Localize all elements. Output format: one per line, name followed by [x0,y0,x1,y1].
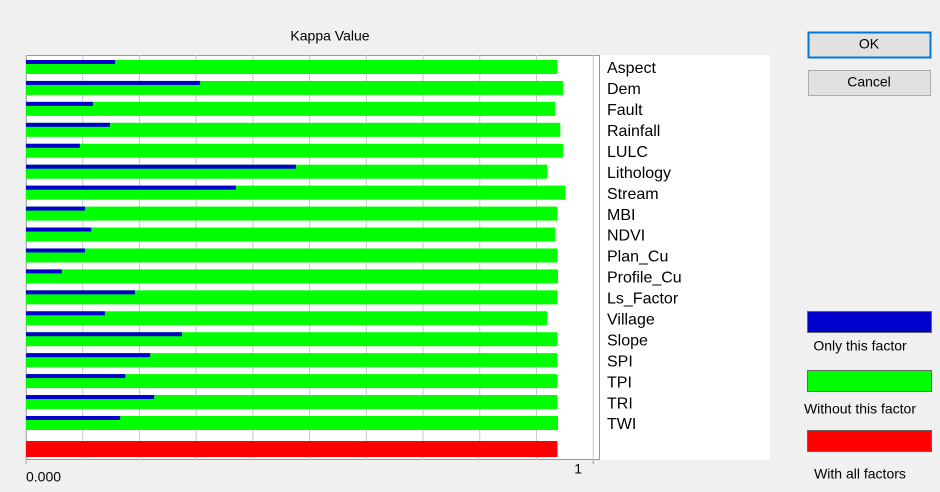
bar-only-factor [26,311,105,316]
category-label: MBI [607,207,635,224]
bar-without-factor [26,311,548,326]
legend-swatch [807,370,932,392]
category-label: Aspect [607,60,656,77]
category-label: Ls_Factor [607,291,679,308]
category-label: LULC [607,144,648,161]
category-label: Stream [607,186,659,203]
bar-only-factor [26,290,135,295]
bar-only-factor [26,269,62,274]
bar-only-factor [26,80,201,85]
bar-without-factor [26,290,558,305]
category-label: Plan_Cu [607,249,668,266]
cancel-label: Cancel [847,74,891,90]
category-label: Profile_Cu [607,270,682,287]
bar-only-factor [26,60,116,64]
bar-only-factor [26,353,151,358]
category-label: Lithology [607,165,671,182]
bar-only-factor [26,374,126,379]
bar-only-factor [26,332,182,337]
bar-without-factor [26,353,558,368]
bar-only-factor [26,185,236,190]
bar-without-factor [26,374,558,389]
legend-swatch [807,311,932,333]
bar-only-factor [26,122,110,127]
x-tick-label: 0.000 [26,469,61,485]
category-label: Village [607,311,655,328]
bar-without-factor [26,143,564,158]
bar-without-factor [26,248,558,263]
bar-without-factor [26,395,558,410]
bar-only-factor [26,395,155,400]
bar-without-factor [26,269,559,284]
category-label: Rainfall [607,123,660,140]
category-label: TWI [607,416,636,433]
bar-only-factor [26,248,85,253]
bar-only-factor [26,164,296,169]
bar-only-factor [26,415,121,420]
bar-all-factors [26,441,558,457]
legend-label: Without this factor [804,401,916,417]
x-tick-label: 1 [574,461,582,477]
category-label: SPI [607,353,633,370]
bar-without-factor [26,60,558,74]
bar-only-factor [26,206,85,211]
bar-only-factor [26,227,92,232]
legend-label: Only this factor [813,338,907,354]
legend-swatch [807,430,932,452]
bar-without-factor [26,206,558,221]
bar-without-factor [26,122,561,137]
category-label: NDVI [607,228,645,245]
bar-without-factor [26,415,559,430]
category-label: TPI [607,374,632,391]
bar-without-factor [26,227,556,242]
bar-only-factor [26,143,80,148]
bar-only-factor [26,101,93,106]
cancel-button[interactable]: Cancel [808,70,931,96]
ok-label: OK [859,36,880,52]
legend-label: With all factors [814,466,906,482]
category-label: Slope [607,332,648,349]
category-label: Fault [607,102,643,119]
bar-without-factor [26,101,556,116]
chart-title: Kappa Value [290,28,369,44]
category-label: TRI [607,395,633,412]
ok-button[interactable]: OK [807,31,932,59]
category-label: Dem [607,81,641,98]
